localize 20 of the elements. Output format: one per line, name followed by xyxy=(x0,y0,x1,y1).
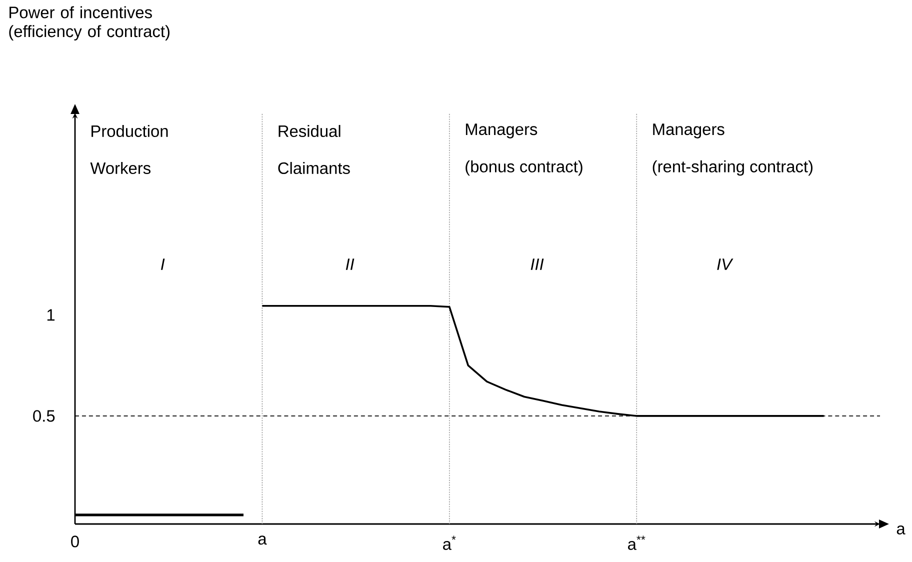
annotation: IV xyxy=(717,258,734,270)
x-tick-label: a$^{**}$ xyxy=(628,536,646,550)
y-tick-label: 0.5 xyxy=(33,410,55,422)
annotation: Claimants xyxy=(278,162,350,174)
annotation: I xyxy=(160,258,165,270)
annotation: Residual xyxy=(278,124,340,138)
annotation: Managers xyxy=(653,124,724,138)
x-tick-label: 0 xyxy=(71,536,79,548)
y-tick-label: 1 xyxy=(47,309,55,321)
y-axis-title: Power of incentives (efficiency of contract) xyxy=(9,6,170,40)
x-tick-label: a$^{*}$ xyxy=(443,536,456,550)
annotation: Managers xyxy=(466,124,538,138)
annotation: III xyxy=(530,258,544,270)
x-tick-label: a xyxy=(258,536,267,545)
annotation: Production xyxy=(92,124,168,138)
x-axis-title: a xyxy=(896,526,906,534)
annotation: (bonus contract) xyxy=(466,160,582,176)
annotation: (rent-sharing contract) xyxy=(652,160,812,176)
annotation: II xyxy=(346,258,354,270)
annotation: Workers xyxy=(90,162,150,174)
